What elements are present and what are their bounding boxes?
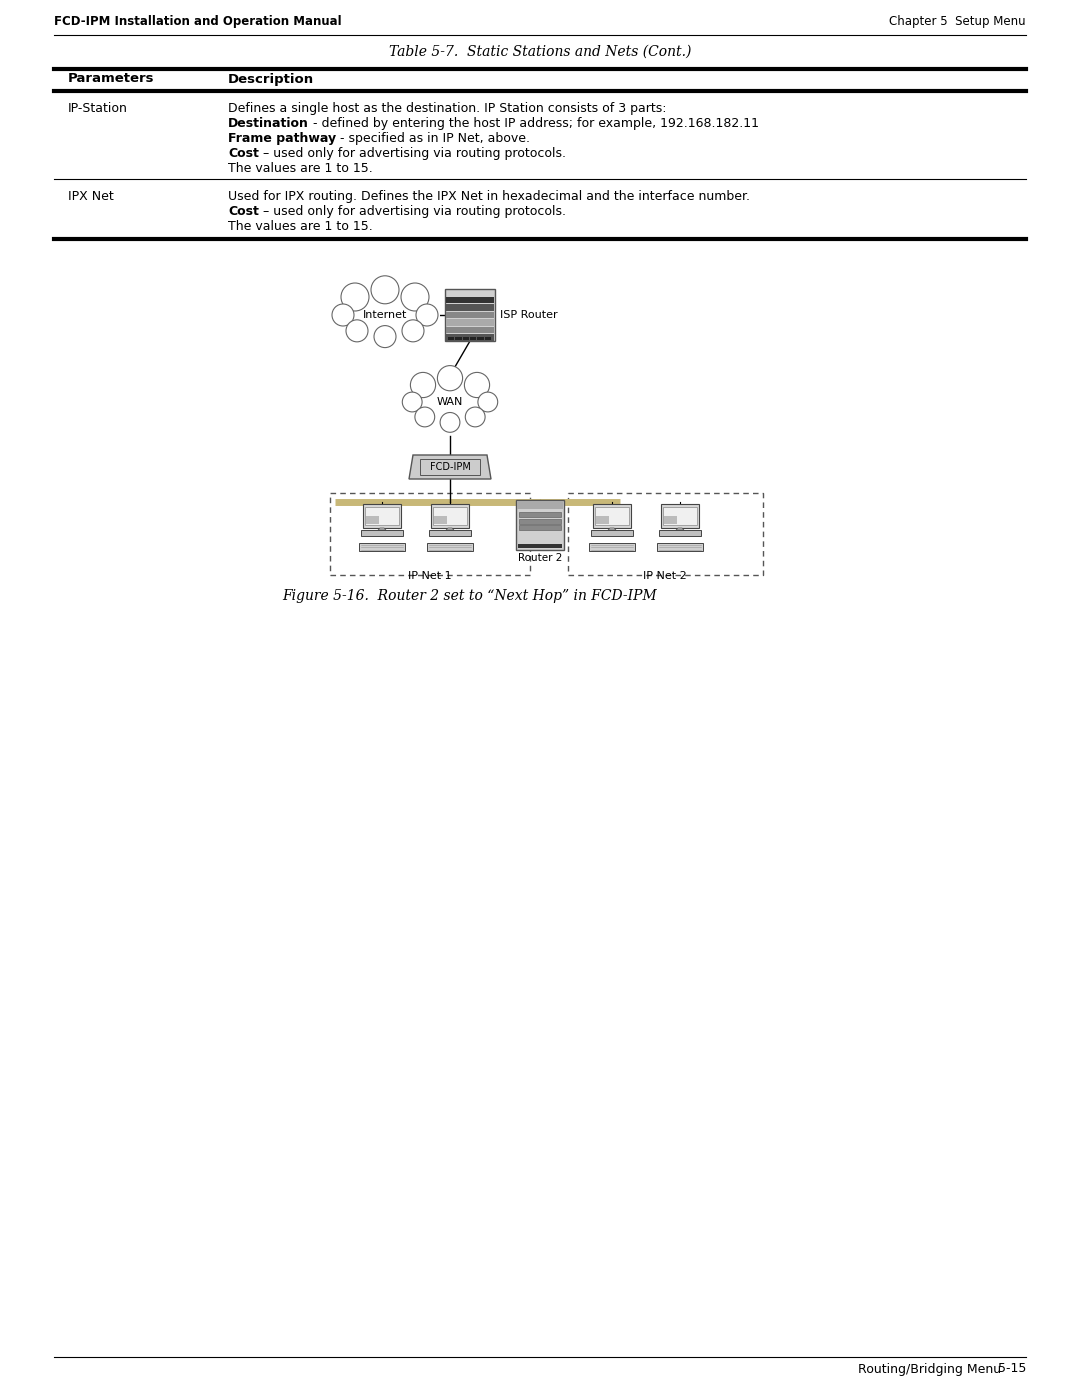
FancyBboxPatch shape bbox=[445, 289, 495, 341]
FancyBboxPatch shape bbox=[462, 337, 469, 339]
Circle shape bbox=[437, 366, 462, 391]
Circle shape bbox=[346, 320, 368, 342]
Polygon shape bbox=[676, 528, 684, 529]
Text: – used only for advertising via routing protocols.: – used only for advertising via routing … bbox=[259, 205, 566, 218]
Text: IP Net 1: IP Net 1 bbox=[408, 571, 451, 581]
FancyBboxPatch shape bbox=[519, 518, 561, 524]
Polygon shape bbox=[446, 528, 454, 529]
FancyBboxPatch shape bbox=[446, 319, 494, 326]
FancyBboxPatch shape bbox=[446, 312, 494, 319]
FancyBboxPatch shape bbox=[434, 515, 447, 524]
Text: Figure 5-16.  Router 2 set to “Next Hop” in FCD-IPM: Figure 5-16. Router 2 set to “Next Hop” … bbox=[283, 590, 658, 604]
FancyBboxPatch shape bbox=[596, 515, 609, 524]
Circle shape bbox=[402, 393, 422, 412]
Circle shape bbox=[372, 275, 399, 303]
FancyBboxPatch shape bbox=[448, 337, 455, 339]
FancyBboxPatch shape bbox=[661, 504, 699, 528]
FancyBboxPatch shape bbox=[446, 327, 494, 332]
Text: Description: Description bbox=[228, 73, 314, 85]
Polygon shape bbox=[378, 528, 386, 529]
FancyBboxPatch shape bbox=[663, 507, 697, 525]
FancyBboxPatch shape bbox=[589, 543, 635, 550]
FancyBboxPatch shape bbox=[365, 507, 399, 525]
Text: FCD-IPM: FCD-IPM bbox=[430, 462, 471, 472]
FancyBboxPatch shape bbox=[485, 337, 491, 339]
Polygon shape bbox=[409, 455, 491, 479]
Circle shape bbox=[410, 373, 435, 398]
Text: WAN: WAN bbox=[436, 397, 463, 407]
Circle shape bbox=[465, 407, 485, 427]
FancyBboxPatch shape bbox=[591, 529, 633, 536]
FancyBboxPatch shape bbox=[446, 334, 494, 341]
Text: Router 2: Router 2 bbox=[517, 553, 563, 563]
Ellipse shape bbox=[401, 374, 499, 429]
Text: IP-Station: IP-Station bbox=[68, 102, 127, 115]
Text: FCD-IPM Installation and Operation Manual: FCD-IPM Installation and Operation Manua… bbox=[54, 15, 341, 28]
Text: ISP Router: ISP Router bbox=[500, 310, 557, 320]
Text: Destination: Destination bbox=[228, 117, 309, 130]
Circle shape bbox=[416, 305, 438, 326]
Text: Table 5-7.  Static Stations and Nets (Cont.): Table 5-7. Static Stations and Nets (Con… bbox=[389, 45, 691, 59]
Text: Used for IPX routing. Defines the IPX Net in hexadecimal and the interface numbe: Used for IPX routing. Defines the IPX Ne… bbox=[228, 190, 750, 203]
FancyBboxPatch shape bbox=[363, 504, 401, 528]
Circle shape bbox=[402, 320, 424, 342]
Text: - defined by entering the host IP address; for example, 192.168.182.11: - defined by entering the host IP addres… bbox=[309, 117, 759, 130]
FancyBboxPatch shape bbox=[659, 529, 701, 536]
FancyBboxPatch shape bbox=[519, 525, 561, 529]
FancyBboxPatch shape bbox=[657, 543, 703, 550]
Text: 5-15: 5-15 bbox=[998, 1362, 1026, 1376]
Polygon shape bbox=[608, 528, 616, 529]
Text: The values are 1 to 15.: The values are 1 to 15. bbox=[228, 219, 373, 233]
Text: Frame pathway: Frame pathway bbox=[228, 131, 336, 145]
Text: Routing/Bridging Menu: Routing/Bridging Menu bbox=[858, 1362, 1001, 1376]
Text: Internet: Internet bbox=[363, 310, 407, 320]
Ellipse shape bbox=[330, 286, 440, 344]
Circle shape bbox=[332, 305, 354, 326]
Text: Defines a single host as the destination. IP Station consists of 3 parts:: Defines a single host as the destination… bbox=[228, 102, 666, 115]
FancyBboxPatch shape bbox=[470, 337, 476, 339]
Text: Parameters: Parameters bbox=[68, 73, 154, 85]
FancyBboxPatch shape bbox=[427, 543, 473, 550]
FancyBboxPatch shape bbox=[433, 507, 467, 525]
FancyBboxPatch shape bbox=[517, 500, 563, 509]
FancyBboxPatch shape bbox=[429, 529, 471, 536]
Circle shape bbox=[341, 284, 369, 312]
FancyBboxPatch shape bbox=[518, 543, 562, 548]
Text: – used only for advertising via routing protocols.: – used only for advertising via routing … bbox=[259, 147, 566, 161]
FancyBboxPatch shape bbox=[446, 298, 494, 303]
Text: - specified as in IP Net, above.: - specified as in IP Net, above. bbox=[336, 131, 530, 145]
Text: The values are 1 to 15.: The values are 1 to 15. bbox=[228, 162, 373, 175]
Text: IP Net 2: IP Net 2 bbox=[643, 571, 687, 581]
FancyBboxPatch shape bbox=[446, 305, 494, 310]
FancyBboxPatch shape bbox=[593, 504, 631, 528]
FancyBboxPatch shape bbox=[477, 337, 484, 339]
Text: Cost: Cost bbox=[228, 147, 259, 161]
FancyBboxPatch shape bbox=[595, 507, 629, 525]
FancyBboxPatch shape bbox=[519, 511, 561, 517]
Text: IPX Net: IPX Net bbox=[68, 190, 113, 203]
Circle shape bbox=[401, 284, 429, 312]
FancyBboxPatch shape bbox=[431, 504, 469, 528]
Circle shape bbox=[374, 326, 396, 348]
Circle shape bbox=[441, 412, 460, 432]
FancyBboxPatch shape bbox=[664, 515, 677, 524]
FancyBboxPatch shape bbox=[366, 515, 379, 524]
Circle shape bbox=[478, 393, 498, 412]
Text: Cost: Cost bbox=[228, 205, 259, 218]
FancyBboxPatch shape bbox=[456, 337, 461, 339]
FancyBboxPatch shape bbox=[360, 543, 405, 550]
Circle shape bbox=[464, 373, 489, 398]
Text: Chapter 5  Setup Menu: Chapter 5 Setup Menu bbox=[889, 15, 1026, 28]
FancyBboxPatch shape bbox=[516, 500, 564, 550]
Circle shape bbox=[415, 407, 434, 427]
FancyBboxPatch shape bbox=[361, 529, 403, 536]
